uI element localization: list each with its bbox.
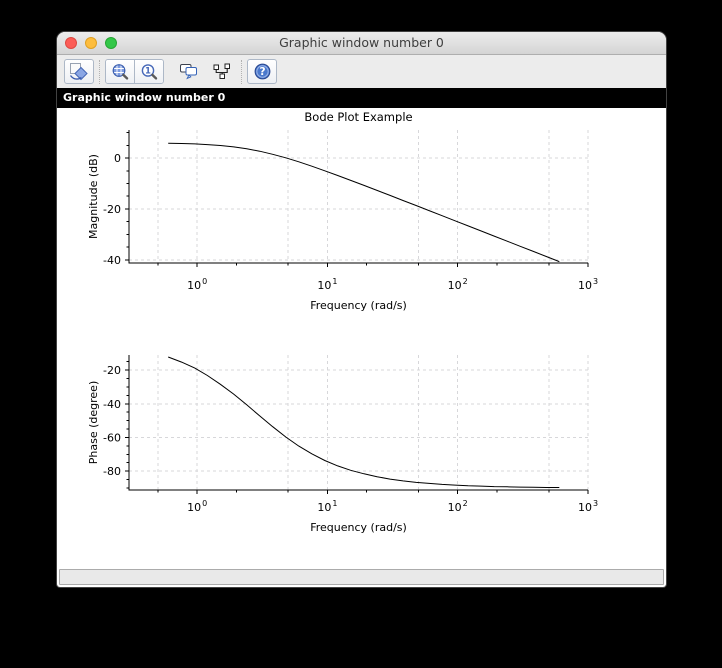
y-tick-label: -40 <box>103 398 121 411</box>
zoom-area-icon <box>112 63 128 80</box>
info-bar-text: Graphic window number 0 <box>63 91 226 104</box>
status-bar <box>59 569 664 585</box>
rotate-icon <box>69 62 88 80</box>
edit-graph-button[interactable] <box>208 59 236 85</box>
graphic-window: Graphic window number 0 <box>57 32 666 587</box>
window-titlebar[interactable]: Graphic window number 0 <box>57 32 666 55</box>
help-icon: ? <box>254 63 270 80</box>
y-tick-label: -40 <box>103 254 121 267</box>
phase-curve <box>168 356 560 488</box>
edit-graph-icon <box>213 63 230 79</box>
y-tick-label: -60 <box>103 431 121 444</box>
toolbar-separator <box>241 59 242 84</box>
info-bar: Graphic window number 0 <box>57 88 666 108</box>
zoom-original-icon: 1 <box>141 63 157 80</box>
x-tick-label: 103 <box>578 499 598 514</box>
x-tick-label: 100 <box>187 499 207 514</box>
magnitude-curve <box>168 142 560 263</box>
zoom-original-button[interactable]: 1 <box>134 60 163 83</box>
window-title: Graphic window number 0 <box>279 35 444 50</box>
bode-plot: 100 101 102 103 0 -20 -40 Bode Plot Example Freq… <box>87 110 598 534</box>
x-tick-label: 100 <box>187 277 207 292</box>
y-tick-label: -20 <box>103 364 121 377</box>
x-tick-label: 102 <box>448 277 468 292</box>
maximize-button[interactable] <box>105 37 117 49</box>
toolbar-separator <box>99 59 100 84</box>
minimize-button[interactable] <box>85 37 97 49</box>
x-tick-label: 102 <box>448 499 468 514</box>
traffic-lights <box>65 37 117 49</box>
y-axis-label: Phase (degree) <box>87 381 100 464</box>
y-tick-label: 0 <box>114 152 121 165</box>
help-button[interactable]: ? <box>247 59 277 84</box>
svg-text:1: 1 <box>145 66 151 76</box>
magnitude-subplot: 100 101 102 103 0 -20 -40 Bode Plot Example Freq… <box>87 110 598 312</box>
zoom-button-group: 1 <box>105 59 164 84</box>
y-axis-label: Magnitude (dB) <box>87 154 100 239</box>
axes <box>125 130 589 267</box>
svg-text:?: ? <box>259 66 265 78</box>
y-tick-label: -20 <box>103 203 121 216</box>
plot-canvas[interactable]: 100 101 102 103 0 -20 -40 Bode Plot Example Freq… <box>57 108 666 567</box>
axes <box>125 355 589 494</box>
x-axis-label: Frequency (rad/s) <box>310 299 407 312</box>
phase-subplot: 100 101 102 103 -20 -40 -60 -80 Frequency (rad/s… <box>87 355 598 534</box>
toolbar: 1 ? <box>57 55 666 88</box>
x-tick-label: 101 <box>317 499 337 514</box>
datatips-icon <box>179 64 197 80</box>
plot-title: Bode Plot Example <box>304 110 412 124</box>
datatips-button[interactable] <box>174 59 202 85</box>
rotate-button[interactable] <box>64 59 94 84</box>
grid-lines <box>129 130 589 263</box>
x-tick-label: 103 <box>578 277 598 292</box>
y-tick-label: -80 <box>103 465 121 478</box>
close-button[interactable] <box>65 37 77 49</box>
x-tick-label: 101 <box>317 277 337 292</box>
x-axis-label: Frequency (rad/s) <box>310 521 407 534</box>
zoom-area-button[interactable] <box>106 60 134 83</box>
grid-lines <box>129 355 589 490</box>
